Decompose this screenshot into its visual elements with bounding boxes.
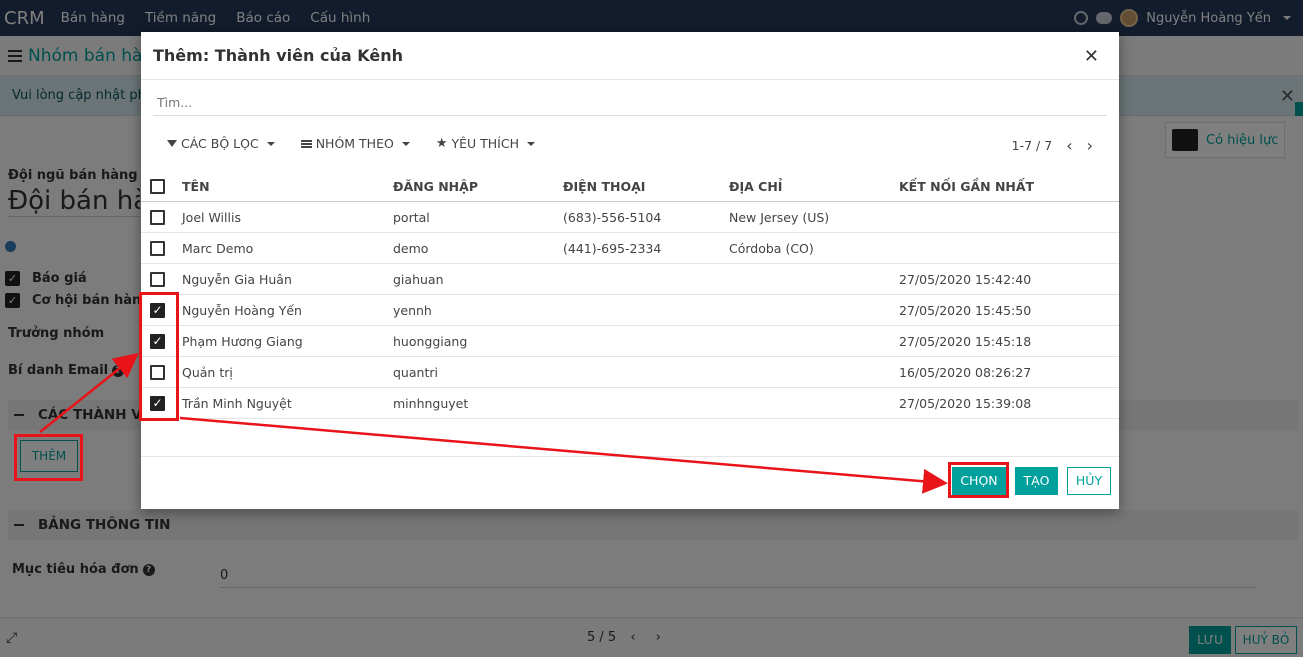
annotation-box-add <box>14 434 83 481</box>
row-checkbox-cell[interactable] <box>150 395 165 411</box>
dialog-header: Thêm: Thành viên của Kênh ✕ <box>141 32 1119 80</box>
table-header: TÊN ĐĂNG NHẬP ĐIỆN THOẠI ĐỊA CHỈ KẾT NỐI… <box>141 171 1119 202</box>
chevron-down-icon <box>401 141 410 146</box>
cell-login: minhnguyet <box>393 395 469 411</box>
col-name[interactable]: TÊN <box>182 178 210 194</box>
row-checkbox-cell[interactable] <box>150 302 165 318</box>
row-checkbox-cell[interactable] <box>150 271 165 287</box>
row-checkbox-cell[interactable] <box>150 333 165 349</box>
col-login[interactable]: ĐĂNG NHẬP <box>393 178 478 194</box>
cell-name: Nguyễn Gia Huân <box>182 271 292 287</box>
cell-last-connection: 27/05/2020 15:39:08 <box>899 395 1032 411</box>
cell-name: Quản trị <box>182 364 233 380</box>
favorites-dropdown[interactable]: ★ YÊU THÍCH <box>436 136 535 151</box>
users-table: TÊN ĐĂNG NHẬP ĐIỆN THOẠI ĐỊA CHỈ KẾT NỐI… <box>141 171 1119 419</box>
favorites-label: YÊU THÍCH <box>451 136 519 151</box>
cell-login: huonggiang <box>393 333 468 349</box>
select-all-checkbox[interactable] <box>150 178 165 194</box>
cell-name: Trần Minh Nguyệt <box>182 395 292 411</box>
cell-login: demo <box>393 240 429 256</box>
cell-login: yennh <box>393 302 432 318</box>
filters-label: CÁC BỘ LỌC <box>181 136 259 151</box>
checkbox-checked[interactable] <box>150 302 165 318</box>
cell-phone: (441)-695-2334 <box>563 240 662 256</box>
search-input[interactable] <box>153 90 1107 116</box>
pager-value[interactable]: 1-7 / 7 <box>1011 138 1053 153</box>
checkbox[interactable] <box>150 271 165 287</box>
cell-last-connection: 16/05/2020 08:26:27 <box>899 364 1032 380</box>
filters-dropdown[interactable]: CÁC BỘ LỌC <box>167 136 275 151</box>
filter-icon <box>167 140 177 147</box>
cell-login: portal <box>393 209 430 225</box>
cell-login: giahuan <box>393 271 444 287</box>
row-checkbox-cell[interactable] <box>150 240 165 256</box>
annotation-box-select <box>948 462 1009 498</box>
cell-last-connection: 27/05/2020 15:45:18 <box>899 333 1032 349</box>
table-row[interactable]: Nguyễn Hoàng Yến yennh 27/05/2020 15:45:50 <box>141 295 1119 326</box>
group-icon <box>300 139 312 148</box>
table-body: Joel Willis portal (683)-556-5104 New Jerse… <box>141 202 1119 419</box>
col-phone[interactable]: ĐIỆN THOẠI <box>563 178 646 194</box>
col-address[interactable]: ĐỊA CHỈ <box>729 178 783 194</box>
add-members-dialog: Thêm: Thành viên của Kênh ✕ CÁC BỘ LỌC N… <box>141 32 1119 509</box>
create-button[interactable]: TẠO <box>1015 467 1058 495</box>
star-icon: ★ <box>435 136 448 151</box>
cell-last-connection: 27/05/2020 15:45:50 <box>899 302 1032 318</box>
checkbox-checked[interactable] <box>150 395 165 411</box>
table-row[interactable]: Quản trị quantri 16/05/2020 08:26:27 <box>141 357 1119 388</box>
cell-name: Nguyễn Hoàng Yến <box>182 302 302 318</box>
checkbox[interactable] <box>150 364 165 380</box>
select-button[interactable]: CHỌN <box>952 467 1006 495</box>
table-row[interactable]: Marc Demo demo (441)-695-2334 Córdoba (CO) <box>141 233 1119 264</box>
checkbox-checked[interactable] <box>150 333 165 349</box>
cell-login: quantri <box>393 364 438 380</box>
close-icon[interactable]: ✕ <box>1083 46 1099 67</box>
table-row[interactable]: Joel Willis portal (683)-556-5104 New Jerse… <box>141 202 1119 233</box>
checkbox[interactable] <box>150 209 165 225</box>
cell-address: Córdoba (CO) <box>729 240 814 256</box>
table-row[interactable]: Phạm Hương Giang huonggiang 27/05/2020 15:… <box>141 326 1119 357</box>
cancel-button[interactable]: HỦY <box>1067 467 1111 495</box>
table-row[interactable]: Trần Minh Nguyệt minhnguyet 27/05/2020 15:… <box>141 388 1119 419</box>
chevron-down-icon <box>266 141 275 146</box>
row-checkbox-cell[interactable] <box>150 364 165 380</box>
col-last-connection[interactable]: KẾT NỐI GẦN NHẤT <box>899 178 1035 194</box>
list-pager: 1-7 / 7 ‹ › <box>1012 136 1093 155</box>
row-checkbox-cell[interactable] <box>150 209 165 225</box>
cell-name: Joel Willis <box>182 209 241 225</box>
next-page-icon[interactable]: › <box>1086 136 1093 155</box>
checkbox[interactable] <box>150 178 165 194</box>
prev-page-icon[interactable]: ‹ <box>1066 136 1073 155</box>
cell-name: Phạm Hương Giang <box>182 333 303 349</box>
chevron-down-icon <box>526 141 535 146</box>
table-row[interactable]: Nguyễn Gia Huân giahuan 27/05/2020 15:42:4… <box>141 264 1119 295</box>
cell-last-connection: 27/05/2020 15:42:40 <box>899 271 1032 287</box>
group-by-dropdown[interactable]: NHÓM THEO <box>300 136 410 151</box>
cell-name: Marc Demo <box>182 240 254 256</box>
annotation-box-checkboxes <box>139 292 179 421</box>
search-options: CÁC BỘ LỌC NHÓM THEO ★ YÊU THÍCH <box>167 136 535 151</box>
cell-address: New Jersey (US) <box>729 209 830 225</box>
group-by-label: NHÓM THEO <box>315 136 394 151</box>
cell-phone: (683)-556-5104 <box>563 209 662 225</box>
checkbox[interactable] <box>150 240 165 256</box>
dialog-title: Thêm: Thành viên của Kênh <box>153 46 403 65</box>
